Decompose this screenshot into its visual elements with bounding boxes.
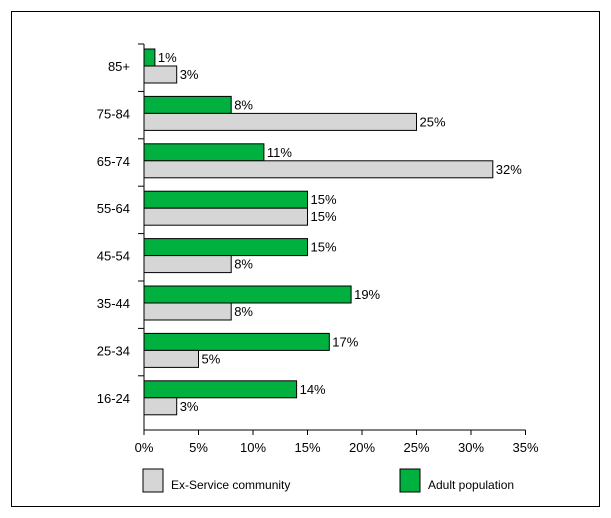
data-label: 8% (234, 97, 253, 112)
bar-ex-service-16-24 (143, 397, 178, 416)
category-label: 45-54 (97, 249, 130, 264)
bar-ex-service-25-34 (143, 349, 199, 368)
bar-adult-45-54 (143, 238, 308, 257)
data-label: 19% (354, 287, 380, 302)
x-tick-label: 20% (349, 440, 375, 455)
category-label: 16-24 (97, 391, 130, 406)
bar-ex-service-85+ (143, 65, 178, 84)
x-tick-label: 0% (135, 440, 154, 455)
category-label: 55-64 (97, 201, 130, 216)
chart-frame: 1% 3% 8% 25% 11% 32% 15% 15% 15% 8% 19% 8% 17% 5% 14% 3… (11, 11, 600, 507)
x-tick-label: 5% (189, 440, 208, 455)
bar-adult-55-64 (143, 190, 308, 209)
bar-adult-16-24 (143, 380, 298, 399)
data-label: 14% (300, 382, 326, 397)
data-label: 15% (311, 209, 337, 224)
data-label: 1% (158, 50, 177, 65)
data-label: 15% (311, 192, 337, 207)
bar-ex-service-75-84 (143, 112, 417, 131)
data-label: 8% (234, 304, 253, 319)
bar-ex-service-45-54 (143, 255, 232, 274)
category-label: 25-34 (97, 343, 130, 358)
bar-adult-25-34 (143, 332, 330, 351)
category-label: 35-44 (97, 296, 130, 311)
data-label: 3% (180, 67, 199, 82)
data-label: 8% (234, 257, 253, 272)
data-label: 11% (267, 145, 292, 160)
category-label: 85+ (108, 59, 130, 74)
data-label: 5% (202, 351, 221, 366)
bar-ex-service-35-44 (143, 302, 232, 321)
legend: Ex-Service community Adult population (142, 468, 514, 493)
data-label: 17% (332, 334, 358, 349)
category-label: 75-84 (97, 106, 130, 121)
data-label: 15% (311, 240, 337, 255)
bar-ex-service-55-64 (143, 207, 308, 226)
x-tick-label: 10% (240, 440, 266, 455)
x-tick-label: 15% (294, 440, 320, 455)
data-label: 3% (180, 399, 199, 414)
bar-chart: 1%3%8%25%11%32%15%15%15%8%19%8%17%5%14%3… (97, 43, 539, 493)
x-tick-label: 30% (458, 440, 484, 455)
legend-label-ex-service: Ex-Service community (171, 478, 290, 492)
legend-label-adult: Adult population (428, 478, 514, 492)
x-tick-label: 35% (512, 440, 538, 455)
legend-swatch-adult (399, 468, 421, 493)
legend-swatch-ex-service (142, 468, 164, 493)
bar-adult-35-44 (143, 285, 352, 304)
data-label: 32% (496, 162, 522, 177)
bar-adult-75-84 (143, 95, 232, 114)
bar-adult-65-74 (143, 143, 265, 162)
bar-adult-85+ (143, 48, 156, 67)
category-label: 65-74 (97, 154, 130, 169)
data-label: 25% (420, 114, 446, 129)
x-tick-label: 25% (403, 440, 429, 455)
bar-ex-service-65-74 (143, 160, 494, 179)
